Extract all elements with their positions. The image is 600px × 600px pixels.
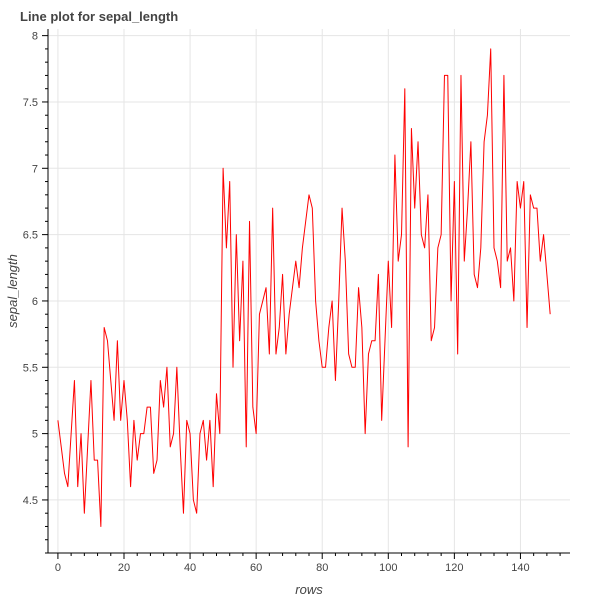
x-tick-label: 20	[118, 562, 130, 574]
x-tick-label: 40	[184, 562, 196, 574]
x-tick-label: 100	[379, 562, 397, 574]
x-tick-label: 60	[250, 562, 262, 574]
y-tick-label: 7	[32, 163, 38, 175]
y-axis-ticks: 4.5 5 5.5 6 6.5 7 7.5 8	[23, 31, 48, 554]
x-axis-label: rows	[295, 582, 323, 597]
y-tick-label: 5	[32, 429, 38, 441]
series-line	[57, 48, 551, 527]
y-tick-label: 6	[32, 296, 38, 308]
y-tick-label: 8	[32, 31, 38, 43]
x-tick-label: 120	[445, 562, 463, 574]
y-axis-label: sepal_length	[5, 254, 20, 328]
x-tick-label: 140	[511, 562, 529, 574]
chart-title: Line plot for sepal_length	[20, 9, 178, 24]
x-tick-label: 0	[55, 562, 61, 574]
x-axis-ticks: 0 20 40 60 80 100 120 140	[55, 553, 561, 574]
x-gridlines	[57, 29, 521, 553]
y-tick-label: 6.5	[23, 230, 38, 242]
x-tick-label: 80	[316, 562, 328, 574]
y-tick-label: 4.5	[23, 495, 38, 507]
y-tick-label: 5.5	[23, 362, 38, 374]
y-tick-label: 7.5	[23, 97, 38, 109]
series-layer	[57, 48, 551, 527]
